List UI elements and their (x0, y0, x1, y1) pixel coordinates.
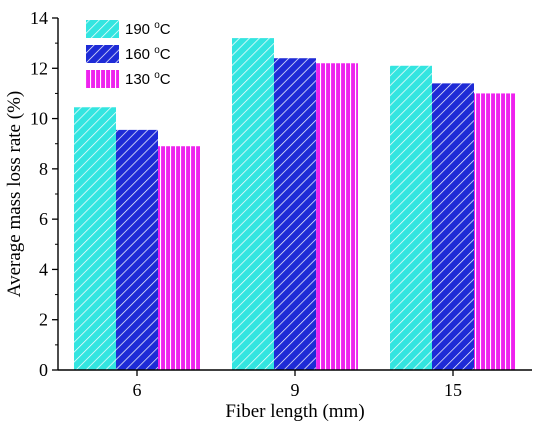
y-axis-title: Average mass loss rate (%) (4, 91, 25, 297)
legend-label-130: 130 oC (125, 70, 171, 88)
y-tick-label-4: 4 (39, 259, 48, 279)
legend-value: 190 (125, 21, 154, 38)
legend-label-160: 160 oC (125, 45, 171, 63)
legend-value: 130 (125, 71, 154, 88)
bar-130-6 (158, 146, 200, 370)
y-tick-label-8: 8 (39, 159, 48, 179)
legend-unit: C (160, 71, 171, 88)
x-tick-label-9: 9 (291, 380, 300, 400)
legend-value: 160 (125, 46, 154, 63)
axes-group: 6 9 15 0 2 4 6 8 10 12 14 (30, 8, 532, 400)
bar-190-15 (390, 65, 432, 371)
legend-swatch-160 (86, 45, 119, 63)
bars-group (74, 38, 516, 371)
bar-160-6 (116, 129, 158, 370)
x-tick-label-6: 6 (133, 380, 142, 400)
y-tick-label-12: 12 (30, 58, 48, 78)
y-tick-label-14: 14 (30, 8, 48, 28)
x-tick-label-15: 15 (444, 380, 462, 400)
legend-swatch-190 (86, 20, 119, 38)
y-tick-label-2: 2 (39, 310, 48, 330)
bar-160-15 (432, 83, 474, 370)
legend-degree: o (154, 20, 160, 31)
legend-unit: C (160, 46, 171, 63)
x-axis-title: Fiber length (mm) (225, 401, 364, 422)
legend-label-190: 190 oC (125, 20, 171, 38)
legend-unit: C (160, 21, 171, 38)
legend-degree: o (154, 45, 160, 56)
bar-190-9 (232, 38, 274, 370)
legend-degree: o (154, 70, 160, 81)
bar-130-9 (316, 63, 358, 370)
bar-160-9 (274, 58, 316, 370)
y-tick-label-0: 0 (39, 360, 48, 380)
y-tick-label-6: 6 (39, 209, 48, 229)
y-tick-label-10: 10 (30, 109, 48, 129)
bar-130-15 (474, 93, 516, 370)
legend-swatch-130 (86, 70, 119, 88)
bar-190-6 (74, 107, 116, 370)
